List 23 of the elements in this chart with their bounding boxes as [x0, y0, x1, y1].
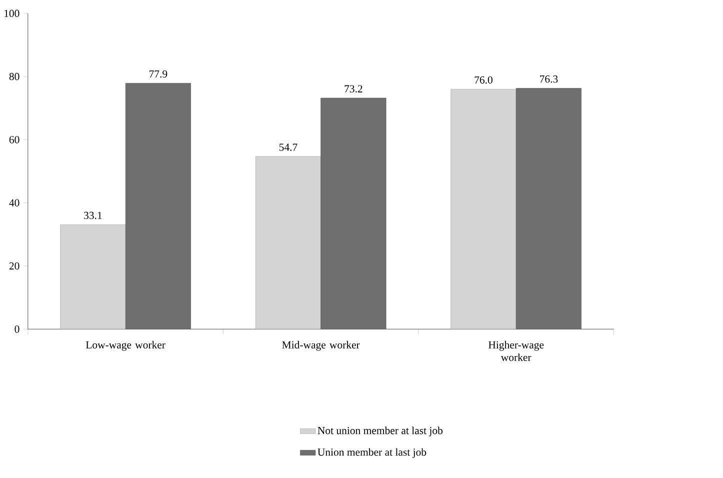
y-tick-label: 0	[14, 325, 20, 333]
legend-label: Not union member at last job	[318, 426, 443, 436]
data-label: 76.0	[474, 76, 492, 84]
data-label: 54.7	[279, 143, 298, 151]
bar	[516, 88, 582, 329]
y-tick-label: 80	[9, 72, 20, 80]
data-label: 33.1	[84, 212, 102, 219]
bar	[255, 156, 322, 329]
bar	[60, 224, 126, 329]
x-tick-label: Higher-wage worker	[488, 340, 544, 361]
y-tick-label: 100	[4, 10, 20, 17]
y-tick-label: 20	[9, 262, 20, 270]
y-tick-label: 60	[9, 136, 20, 144]
data-label: 76.3	[540, 75, 558, 82]
legend-label: Union member at last job	[318, 448, 426, 458]
bar	[125, 82, 191, 329]
bar	[450, 88, 516, 329]
data-label: 73.2	[344, 84, 362, 92]
y-tick-label: 40	[9, 198, 20, 206]
x-tick-label: Mid-wage worker	[282, 340, 360, 350]
x-tick-label: Low-wage worker	[86, 340, 166, 350]
bar	[320, 98, 386, 329]
data-label: 77.9	[149, 70, 168, 78]
